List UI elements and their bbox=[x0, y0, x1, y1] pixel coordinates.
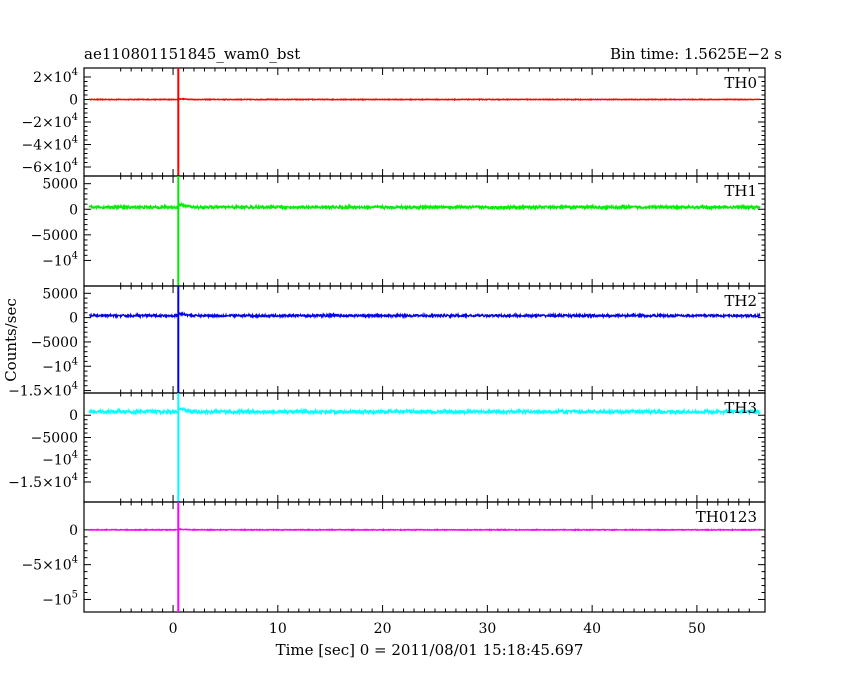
y-tick-label: 5000 bbox=[42, 286, 78, 302]
y-tick-label: 0 bbox=[69, 311, 78, 327]
y-tick-label: 0 bbox=[69, 523, 78, 539]
y-tick-label-exp: 4 bbox=[72, 67, 78, 78]
lightcurve-th2 bbox=[89, 310, 761, 320]
x-tick-label: 10 bbox=[269, 621, 287, 637]
x-tick-label: 20 bbox=[374, 621, 392, 637]
y-tick-label-base: −1.5×10 bbox=[8, 384, 72, 400]
y-tick-label-base: 0 bbox=[69, 408, 78, 424]
y-tick-label: 5000 bbox=[42, 177, 78, 193]
lightcurve-th0123 bbox=[89, 527, 760, 532]
y-tick-label-base: −10 bbox=[42, 453, 72, 469]
y-tick-label-base: −5000 bbox=[31, 228, 78, 244]
y-tick-label-base: 0 bbox=[69, 311, 78, 327]
y-tick-label-base: 2×10 bbox=[33, 70, 71, 86]
x-tick-label: 30 bbox=[478, 621, 496, 637]
panel-frame-th1 bbox=[83, 175, 766, 287]
y-tick-label-exp: 4 bbox=[72, 250, 78, 261]
x-tick-label: 40 bbox=[583, 621, 601, 637]
x-tick-label: 0 bbox=[169, 621, 178, 637]
y-tick-label-base: −10 bbox=[42, 359, 72, 375]
x-axis-label: Time [sec] 0 = 2011/08/01 15:18:45.697 bbox=[276, 641, 584, 659]
y-tick-label-exp: 5 bbox=[72, 589, 78, 600]
y-tick-label-base: 5000 bbox=[42, 177, 78, 193]
y-tick-label-base: 0 bbox=[69, 523, 78, 539]
y-tick-label: 0 bbox=[69, 408, 78, 424]
y-tick-label-base: 0 bbox=[69, 202, 78, 218]
lightcurve-th3 bbox=[88, 406, 761, 416]
y-tick-label: −104 bbox=[42, 356, 78, 375]
y-tick-label-exp: 4 bbox=[72, 135, 78, 146]
y-tick-label-base: −6×10 bbox=[21, 160, 71, 176]
bin-time-text: Bin time: 1.5625E−2 s bbox=[609, 45, 782, 63]
panel-frame-th2 bbox=[83, 285, 766, 394]
chart-title-text: ae110801151845_wam0_bst bbox=[84, 45, 301, 63]
y-tick-label-exp: 4 bbox=[72, 555, 78, 566]
y-tick-label: −2×104 bbox=[21, 112, 78, 131]
y-tick-label-exp: 4 bbox=[72, 472, 78, 483]
y-tick-label: −5×104 bbox=[21, 555, 78, 574]
y-tick-label: −105 bbox=[42, 589, 78, 608]
panel-label-th2: TH2 bbox=[724, 292, 757, 310]
y-tick-label: −4×104 bbox=[21, 135, 78, 154]
panel-frame-th0123 bbox=[83, 501, 766, 613]
y-tick-label-base: −5000 bbox=[31, 335, 78, 351]
y-tick-label-base: −2×10 bbox=[21, 115, 71, 131]
panel-frame-th3 bbox=[83, 392, 766, 503]
y-tick-label: 2×104 bbox=[33, 67, 78, 86]
y-tick-label: −5000 bbox=[31, 335, 78, 351]
y-tick-label: −1.5×104 bbox=[8, 381, 78, 400]
y-tick-label: −5000 bbox=[31, 228, 78, 244]
y-tick-label-base: 5000 bbox=[42, 286, 78, 302]
y-tick-label: 0 bbox=[69, 202, 78, 218]
y-tick-label: −104 bbox=[42, 450, 78, 469]
y-tick-label-base: −5000 bbox=[31, 430, 78, 446]
y-tick-label-exp: 4 bbox=[72, 157, 78, 168]
y-tick-label-exp: 4 bbox=[72, 356, 78, 367]
lightcurve-th0 bbox=[88, 97, 761, 102]
panel-label-th1: TH1 bbox=[724, 182, 757, 200]
y-tick-label: −5000 bbox=[31, 430, 78, 446]
y-tick-label-base: −4×10 bbox=[21, 138, 71, 154]
y-tick-label-exp: 4 bbox=[72, 112, 78, 123]
panel-label-th0: TH0 bbox=[724, 74, 757, 92]
y-tick-label: −1.5×104 bbox=[8, 472, 78, 491]
x-tick-label: 50 bbox=[688, 621, 706, 637]
y-tick-label-exp: 4 bbox=[72, 450, 78, 461]
y-tick-label: −6×104 bbox=[21, 157, 78, 176]
y-tick-label-base: −10 bbox=[42, 253, 72, 269]
panel-label-th0123: TH0123 bbox=[696, 508, 757, 526]
lightcurve-th1 bbox=[88, 201, 761, 212]
y-tick-label-exp: 4 bbox=[72, 381, 78, 392]
y-tick-label-base: −1.5×10 bbox=[8, 475, 72, 491]
y-tick-label-base: −5×10 bbox=[21, 558, 71, 574]
panel-frame-th0 bbox=[83, 67, 766, 177]
y-tick-label-base: −10 bbox=[42, 592, 72, 608]
y-axis-label: Counts/sec bbox=[2, 298, 20, 382]
y-tick-label: −104 bbox=[42, 250, 78, 269]
panel-label-th3: TH3 bbox=[724, 399, 757, 417]
y-tick-label: 0 bbox=[69, 93, 78, 109]
y-tick-label-base: 0 bbox=[69, 93, 78, 109]
